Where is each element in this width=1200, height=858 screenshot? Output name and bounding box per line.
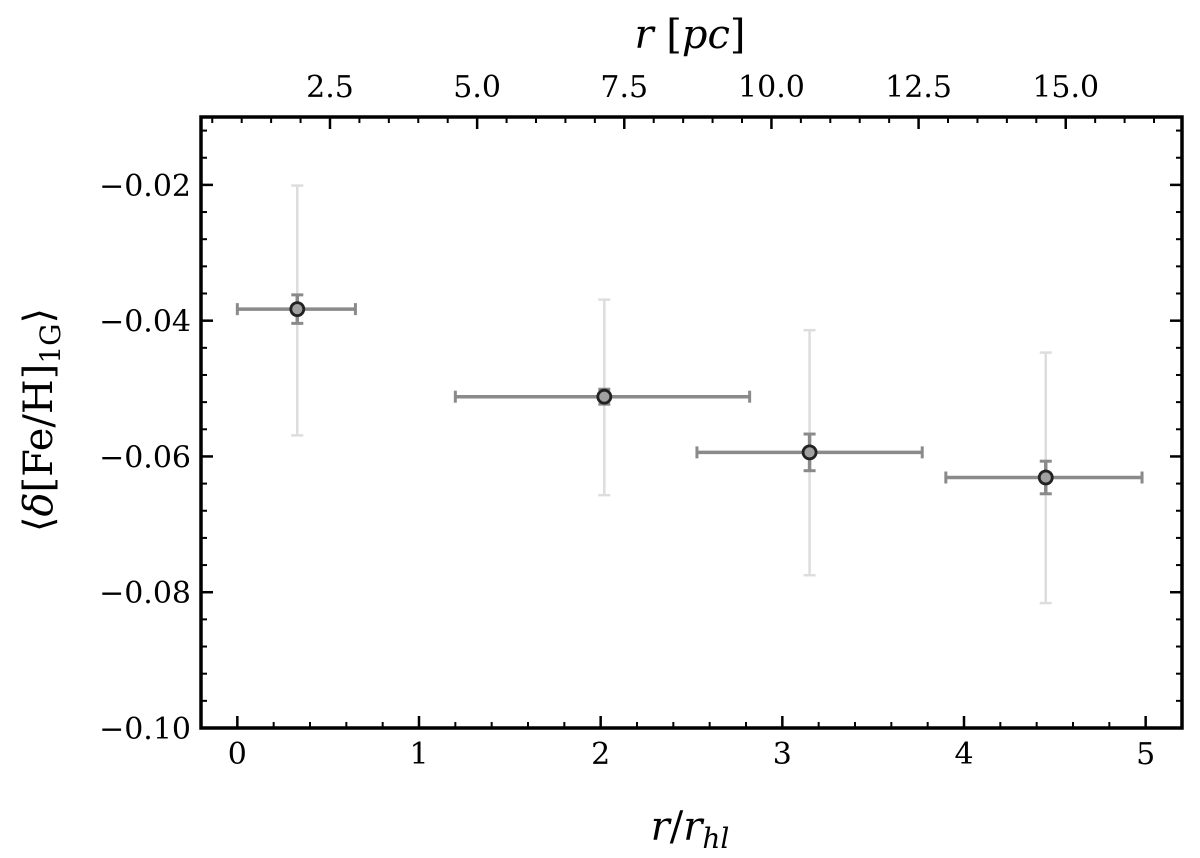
data-point bbox=[801, 444, 818, 461]
top-tick-label: 7.5 bbox=[600, 70, 648, 105]
plot-frame bbox=[199, 115, 1184, 730]
data-point bbox=[1037, 469, 1054, 486]
top-tick-label: 10.0 bbox=[738, 70, 805, 105]
x-tick-label: 2 bbox=[591, 737, 610, 772]
top-axis-title: r [pc] bbox=[634, 12, 745, 58]
dark-errorbars bbox=[235, 293, 1144, 496]
x-tick-label: 1 bbox=[409, 737, 428, 772]
top-tick-label: 12.5 bbox=[885, 70, 952, 105]
top-tick-label: 15.0 bbox=[1032, 70, 1099, 105]
y-tick-label: −0.02 bbox=[99, 169, 191, 204]
y-tick-label: −0.06 bbox=[99, 440, 191, 475]
y-tick-label: −0.10 bbox=[99, 712, 191, 747]
y-tick-label: −0.04 bbox=[99, 305, 191, 340]
x-axis-title: r/rhl bbox=[651, 804, 730, 855]
axis-ticks bbox=[200, 117, 1183, 730]
data-point bbox=[289, 301, 306, 318]
y-axis-title: ⟨δ[Fe/H]1G⟩ bbox=[16, 308, 67, 532]
data-point bbox=[596, 388, 613, 405]
data-markers bbox=[289, 301, 1054, 486]
x-tick-label: 0 bbox=[228, 737, 247, 772]
top-tick-label: 5.0 bbox=[453, 70, 501, 105]
light-errorbars bbox=[291, 184, 1052, 605]
x-tick-label: 5 bbox=[1136, 737, 1155, 772]
top-tick-label: 2.5 bbox=[306, 70, 354, 105]
x-tick-label: 4 bbox=[954, 737, 973, 772]
tick-labels: 0 1 2 3 4 5 2.5 5.0 7.5 10.0 12.5 15.0 −0.10 −0.08 −0.… bbox=[99, 70, 1155, 772]
x-tick-label: 3 bbox=[773, 737, 792, 772]
y-tick-label: −0.08 bbox=[99, 576, 191, 611]
